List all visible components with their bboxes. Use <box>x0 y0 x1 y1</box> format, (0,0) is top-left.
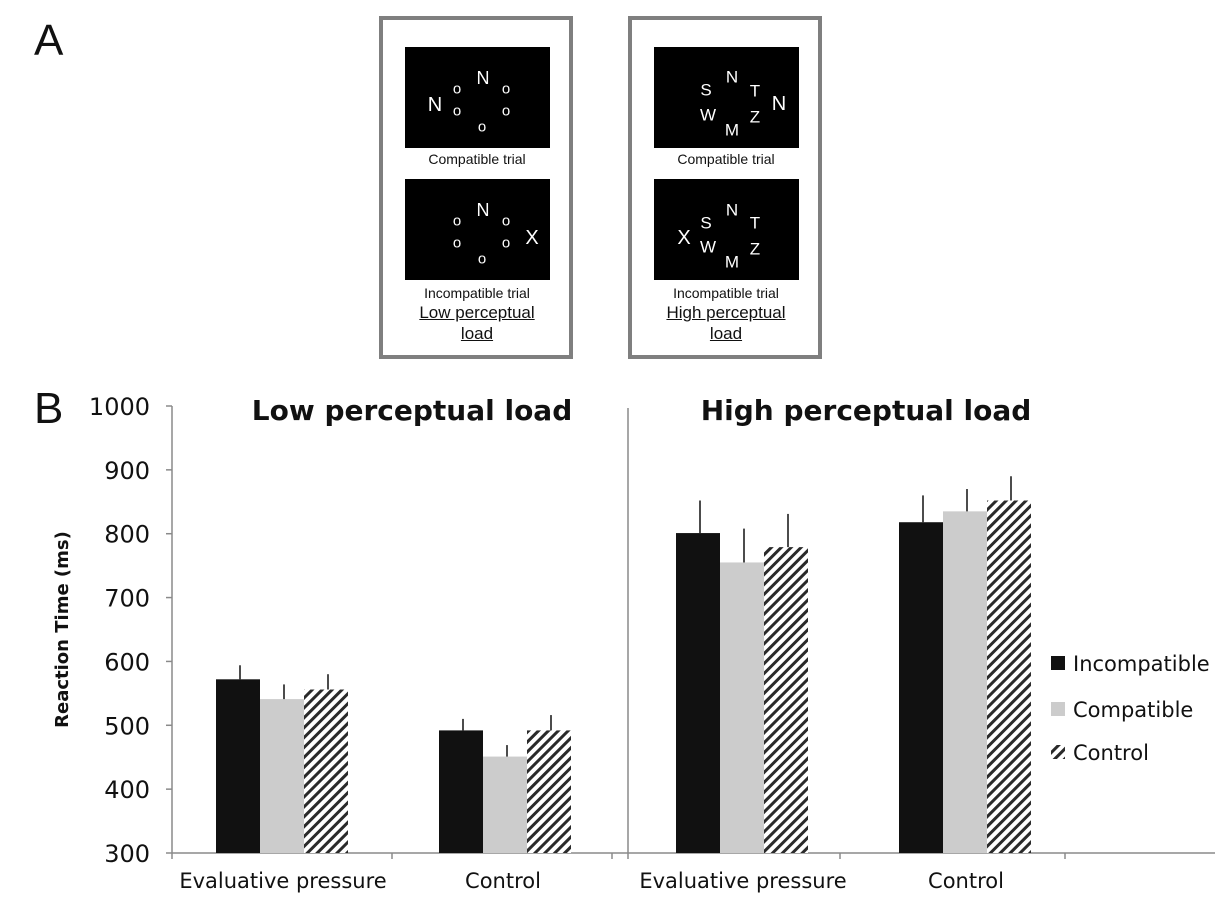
stimulus-letter: o <box>477 118 487 136</box>
stimulus-letter: N <box>771 93 787 115</box>
stimulus-letter: N <box>725 67 739 87</box>
high-compatible-display: S N T W Z M N <box>654 47 799 148</box>
load-label-line: load <box>460 324 494 343</box>
stimulus-letter: S <box>700 80 712 100</box>
bar-compatible <box>483 756 527 853</box>
bar-control <box>304 689 348 853</box>
stimulus-letter: S <box>700 213 712 233</box>
bar-compatible <box>260 699 304 853</box>
bar-compatible <box>943 511 987 853</box>
bar-control <box>987 500 1031 853</box>
bar-incompatible <box>439 730 483 853</box>
stimulus-letter: M <box>724 120 740 140</box>
y-tick-label: 500 <box>104 712 150 740</box>
load-label: High perceptual load <box>626 302 826 344</box>
low-compatible-display: N o N o o o o <box>405 47 550 148</box>
high-load-stimulus-box <box>628 16 822 359</box>
y-tick-label: 400 <box>104 776 150 804</box>
stimulus-letter: o <box>452 102 462 120</box>
load-label-line: High perceptual <box>666 303 786 322</box>
bar-compatible <box>720 562 764 853</box>
bar-incompatible <box>216 679 260 853</box>
y-tick-label: 700 <box>104 585 150 613</box>
stimulus-letter: N <box>725 200 739 220</box>
panel-title: Low perceptual load <box>252 394 573 427</box>
trial-label: Incompatible trial <box>673 285 779 301</box>
stimulus-letter: o <box>501 234 511 252</box>
bar-control <box>527 730 571 853</box>
legend-label: Control <box>1073 741 1149 765</box>
x-category-label: Control <box>465 869 541 893</box>
stimulus-letter: o <box>452 80 462 98</box>
x-category-label: Control <box>928 869 1004 893</box>
trial-label: Compatible trial <box>677 151 775 167</box>
load-label: Low perceptual load <box>377 302 577 344</box>
legend-label: Compatible <box>1073 698 1193 722</box>
y-axis-label: Reaction Time (ms) <box>52 531 73 728</box>
stimulus-letter: X <box>677 227 691 249</box>
stimulus-letter: X <box>525 227 539 249</box>
stimulus-letter: o <box>452 234 462 252</box>
stimulus-letter: T <box>749 213 761 233</box>
bar-incompatible <box>676 533 720 853</box>
load-label-line: Low perceptual <box>419 303 535 322</box>
panel-b-letter: B <box>34 384 64 433</box>
x-category-label: Evaluative pressure <box>179 869 386 893</box>
y-tick-label: 900 <box>104 457 150 485</box>
stimulus-letter: N <box>427 94 443 116</box>
stimulus-letter: W <box>699 105 717 125</box>
bar-incompatible <box>899 522 943 853</box>
stimulus-letter: o <box>501 80 511 98</box>
high-incompatible-display: X S N T W Z M <box>654 179 799 280</box>
load-label-line: load <box>709 324 743 343</box>
y-tick-label: 1000 <box>89 393 150 421</box>
bar-control <box>764 547 808 853</box>
stimulus-letter: o <box>501 102 511 120</box>
stimulus-letter: N <box>476 68 490 88</box>
stimulus-letter: M <box>724 252 740 272</box>
low-load-stimulus-box <box>379 16 573 359</box>
legend-swatch <box>1051 656 1065 670</box>
stimulus-letter: o <box>477 250 487 268</box>
legend-label: Incompatible <box>1073 652 1210 676</box>
x-category-label: Evaluative pressure <box>639 869 846 893</box>
y-tick-label: 800 <box>104 521 150 549</box>
low-incompatible-display: o N o o o o X <box>405 179 550 280</box>
stimulus-letter: N <box>476 200 490 220</box>
trial-label: Incompatible trial <box>424 285 530 301</box>
stimulus-letter: Z <box>749 107 761 127</box>
panel-title: High perceptual load <box>701 394 1032 427</box>
legend-swatch <box>1051 702 1065 716</box>
y-tick-label: 300 <box>104 840 150 868</box>
trial-label: Compatible trial <box>428 151 526 167</box>
y-tick-label: 600 <box>104 648 150 676</box>
legend-swatch <box>1051 745 1065 759</box>
stimulus-letter: W <box>699 237 717 257</box>
stimulus-letter: o <box>452 212 462 230</box>
stimulus-letter: Z <box>749 239 761 259</box>
stimulus-letter: o <box>501 212 511 230</box>
stimulus-letter: T <box>749 81 761 101</box>
panel-a-letter: A <box>34 16 64 65</box>
